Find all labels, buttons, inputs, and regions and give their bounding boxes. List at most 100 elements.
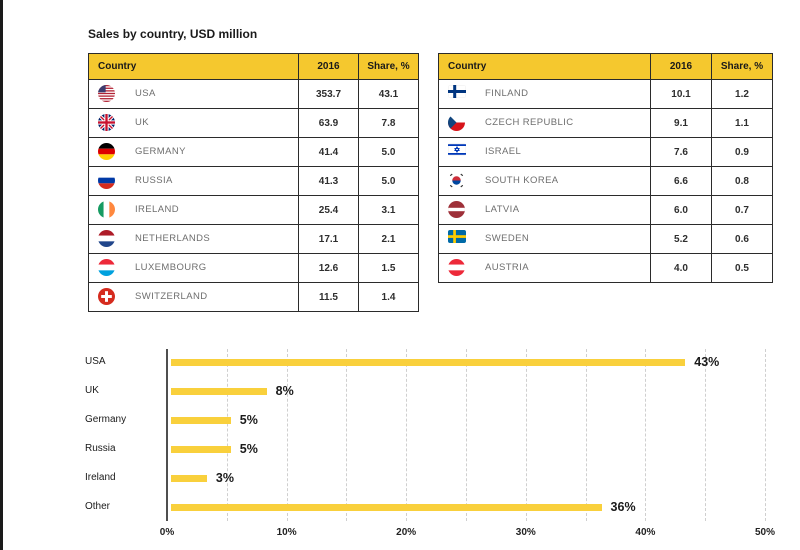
sales-table-right: Country 2016 Share, % FINLAND 10.1 1.2 CZEC… (438, 53, 773, 283)
share-column-header: Share, % (358, 53, 419, 80)
value-2016-cell: 5.2 (650, 224, 712, 254)
country-name: SOUTH KOREA (485, 175, 559, 187)
sales-table-left: Country 2016 Share, % USA 353.7 43.1 UK 63.9… (88, 53, 419, 312)
bar-value-label: 5% (239, 441, 258, 456)
uk-flag-icon (98, 113, 116, 132)
bar-uk (171, 387, 267, 395)
country-name: UK (135, 117, 149, 129)
country-name: LUXEMBOURG (135, 262, 207, 274)
table-row: AUSTRIA 4.0 0.5 (438, 253, 773, 283)
country-cell: USA (88, 79, 299, 109)
russia-flag-icon (98, 171, 116, 190)
country-cell: ISRAEL (438, 137, 651, 167)
share-cell: 1.1 (711, 108, 773, 138)
chart-category-label: Ireland (85, 472, 116, 483)
bar-value-label: 43% (694, 354, 720, 369)
chart-category-label: USA (85, 356, 106, 367)
share-cell: 0.8 (711, 166, 773, 196)
table-row: LATVIA 6.0 0.7 (438, 195, 773, 225)
country-cell: RUSSIA (88, 166, 299, 196)
country-cell: SWEDEN (438, 224, 651, 254)
value-2016-cell: 6.6 (650, 166, 712, 196)
chart-gridline (645, 349, 647, 521)
bar-usa (171, 358, 686, 366)
right-table-body: FINLAND 10.1 1.2 CZECH REPUBLIC 9.1 1.1 ISRAEL… (438, 79, 773, 283)
country-cell: LATVIA (438, 195, 651, 225)
country-name: FINLAND (485, 88, 529, 100)
share-cell: 5.0 (358, 166, 419, 196)
latvia-flag-icon (448, 200, 466, 219)
share-cell: 0.9 (711, 137, 773, 167)
country-cell: SOUTH KOREA (438, 166, 651, 196)
chart-category-label: Germany (85, 414, 127, 425)
table-row: USA 353.7 43.1 (88, 79, 419, 109)
page-left-border (0, 0, 3, 550)
x-axis-tick-label: 30% (515, 527, 536, 538)
value-2016-cell: 9.1 (650, 108, 712, 138)
x-axis-tick-label: 20% (396, 527, 417, 538)
value-2016-cell: 4.0 (650, 253, 712, 283)
country-column-header: Country (88, 53, 299, 80)
share-cell: 7.8 (358, 108, 419, 138)
bar-value-label: 8% (275, 383, 294, 398)
share-cell: 3.1 (358, 195, 419, 225)
value-2016-cell: 11.5 (298, 282, 359, 312)
value-2016-cell: 353.7 (298, 79, 359, 109)
share-column-header: Share, % (711, 53, 773, 80)
table-row: GERMANY 41.4 5.0 (88, 137, 419, 167)
germany-flag-icon (98, 142, 116, 161)
country-name: SWEDEN (485, 233, 530, 245)
value-2016-cell: 63.9 (298, 108, 359, 138)
value-2016-cell: 25.4 (298, 195, 359, 225)
share-cell: 43.1 (358, 79, 419, 109)
country-name: LATVIA (485, 204, 520, 216)
country-cell: AUSTRIA (438, 253, 651, 283)
chart-gridline (226, 349, 228, 521)
country-cell: CZECH REPUBLIC (438, 108, 651, 138)
country-cell: NETHERLANDS (88, 224, 299, 254)
table-row: FINLAND 10.1 1.2 (438, 79, 773, 109)
chart-gridline (346, 349, 348, 521)
country-cell: GERMANY (88, 137, 299, 167)
chart-category-label: UK (85, 385, 99, 396)
bar-other (171, 503, 602, 511)
year-column-header: 2016 (650, 53, 712, 80)
chart-gridline (406, 349, 408, 521)
country-cell: IRELAND (88, 195, 299, 225)
netherlands-flag-icon (98, 229, 116, 248)
country-column-header: Country (438, 53, 651, 80)
share-cell: 0.6 (711, 224, 773, 254)
table-header-row: Country 2016 Share, % (88, 53, 419, 80)
bar-russia (171, 445, 231, 453)
table-row: SWEDEN 5.2 0.6 (438, 224, 773, 254)
country-name: NETHERLANDS (135, 233, 211, 245)
chart-gridline (705, 349, 707, 521)
austria-flag-icon (448, 258, 466, 277)
table-row: SOUTH KOREA 6.6 0.8 (438, 166, 773, 196)
country-cell: SWITZERLAND (88, 282, 299, 312)
bar-germany (171, 416, 231, 424)
table-row: CZECH REPUBLIC 9.1 1.1 (438, 108, 773, 138)
bar-value-label: 3% (215, 470, 234, 485)
switzerland-flag-icon (98, 287, 116, 306)
share-cell: 0.7 (711, 195, 773, 225)
ireland-flag-icon (98, 200, 116, 219)
country-name: AUSTRIA (485, 262, 529, 274)
table-row: UK 63.9 7.8 (88, 108, 419, 138)
country-cell: UK (88, 108, 299, 138)
value-2016-cell: 7.6 (650, 137, 712, 167)
x-axis-tick-label: 0% (159, 527, 175, 538)
chart-category-label: Other (85, 501, 111, 512)
country-name: RUSSIA (135, 175, 173, 187)
table-row: IRELAND 25.4 3.1 (88, 195, 419, 225)
table-row: ISRAEL 7.6 0.9 (438, 137, 773, 167)
sweden-flag-icon (448, 229, 466, 248)
chart-category-label: Russia (85, 443, 116, 454)
table-row: NETHERLANDS 17.1 2.1 (88, 224, 419, 254)
bar-value-label: 5% (239, 412, 258, 427)
bar-ireland (171, 474, 207, 482)
israel-flag-icon (448, 142, 466, 161)
year-column-header: 2016 (298, 53, 359, 80)
x-axis-tick-label: 50% (754, 527, 776, 538)
